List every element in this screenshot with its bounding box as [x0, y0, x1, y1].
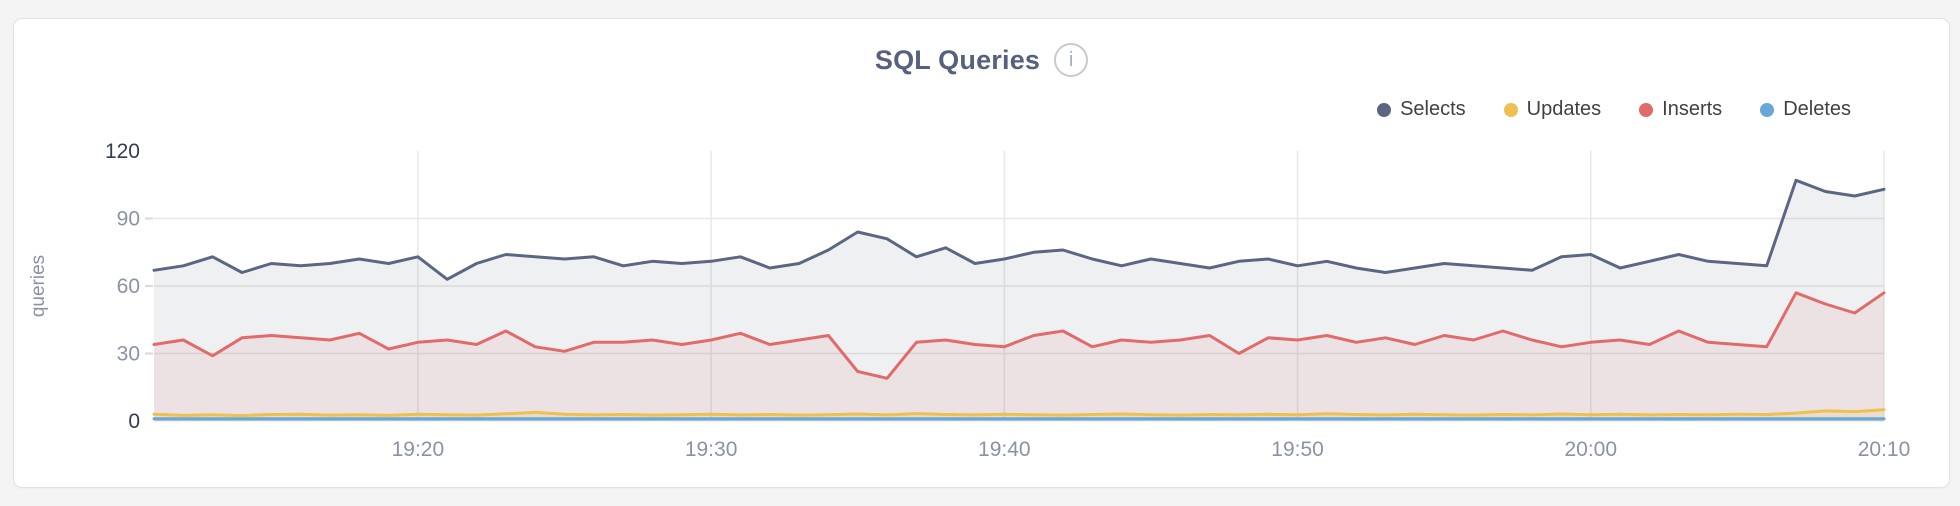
chart-legend: Selects Updates Inserts Deletes — [1377, 98, 1851, 121]
y-axis-label-30: 30 — [117, 343, 140, 366]
x-axis-label-19:20: 19:20 — [392, 438, 445, 461]
legend-label: Selects — [1400, 98, 1466, 120]
x-axis-label-19:40: 19:40 — [978, 438, 1031, 461]
x-axis-label-19:50: 19:50 — [1271, 438, 1324, 461]
legend-dot-selects — [1377, 102, 1392, 117]
x-axis-label-20:10: 20:10 — [1858, 438, 1911, 461]
legend-item-updates[interactable]: Updates — [1503, 98, 1602, 121]
series-area-selects — [154, 180, 1884, 421]
x-axis-label-20:00: 20:00 — [1564, 438, 1617, 461]
y-axis-label-120: 120 — [105, 140, 140, 163]
sql-queries-panel: SQL Queries i Selects Updates Inserts Delet… — [13, 18, 1950, 488]
y-axis-label-0: 0 — [128, 410, 140, 433]
legend-dot-updates — [1503, 102, 1518, 117]
legend-item-deletes[interactable]: Deletes — [1760, 98, 1851, 121]
legend-dot-deletes — [1760, 102, 1775, 117]
y-axis-title: queries — [28, 255, 49, 317]
series-line-updates — [152, 408, 1886, 418]
info-icon-glyph: i — [1068, 48, 1074, 71]
chart-svg: 0 30 60 90 120 19:20 19:30 19:40 19:50 20:00 20:10… — [28, 140, 1911, 461]
y-axis-label-60: 60 — [117, 275, 140, 298]
chart-header: SQL Queries i — [14, 43, 1949, 77]
legend-item-inserts[interactable]: Inserts — [1639, 98, 1722, 121]
legend-label: Deletes — [1783, 98, 1851, 120]
legend-item-selects[interactable]: Selects — [1377, 98, 1466, 121]
series-line-selects — [152, 178, 1886, 281]
legend-label: Updates — [1526, 98, 1602, 120]
y-axis-label-90: 90 — [117, 208, 140, 231]
series-line-inserts — [152, 291, 1886, 380]
chart-title: SQL Queries — [874, 44, 1041, 75]
info-icon[interactable]: i — [1054, 43, 1089, 77]
x-axis-label-19:30: 19:30 — [685, 438, 738, 461]
legend-label: Inserts — [1662, 98, 1723, 120]
series-area-inserts — [154, 292, 1884, 421]
legend-dot-inserts — [1639, 102, 1654, 117]
